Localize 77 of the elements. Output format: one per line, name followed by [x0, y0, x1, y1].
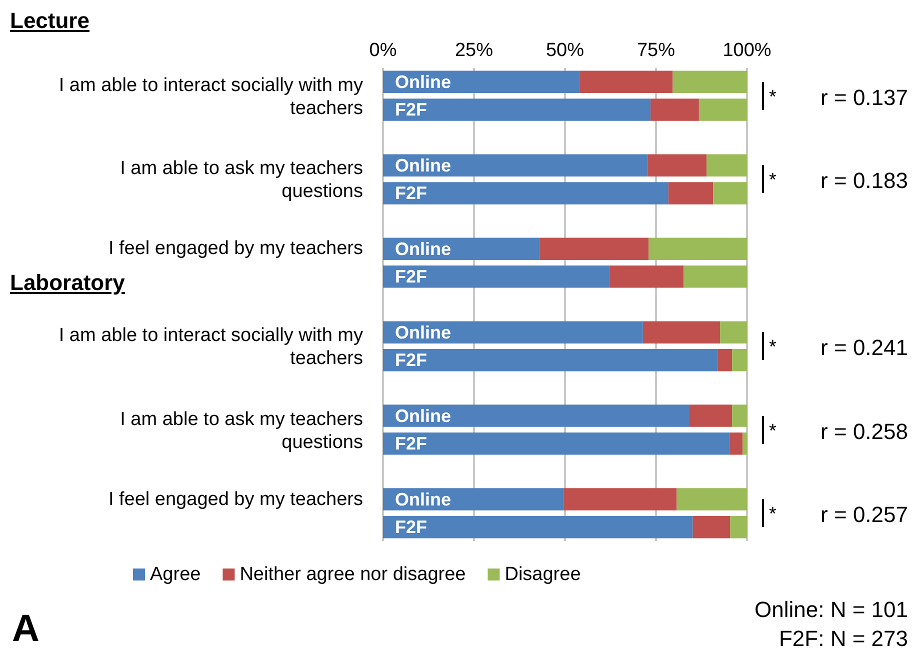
text: * [769, 420, 776, 443]
bar [383, 182, 668, 204]
bar [383, 321, 643, 344]
bar [717, 349, 732, 372]
bar [684, 266, 747, 288]
y-tick-label: F2F [395, 434, 428, 454]
text: I am able to interact socially with my teachers [58, 74, 363, 120]
text: r = 0.183 [820, 168, 908, 194]
bar [383, 154, 648, 177]
text: I am able to interact socially with my teachers [58, 324, 363, 370]
bar [650, 98, 699, 121]
text: A [12, 608, 40, 650]
bar [672, 70, 747, 94]
legend-label: Disagree [504, 564, 581, 585]
legend-label: Agree [150, 564, 201, 585]
bar [648, 238, 747, 260]
y-tick-label: Online [395, 72, 452, 92]
x-tick-label: 0% [369, 40, 397, 61]
x-tick-label: 75% [636, 40, 676, 61]
bar [668, 182, 714, 204]
bar [732, 349, 747, 372]
text: * [769, 169, 776, 192]
y-tick-label: F2F [395, 183, 428, 204]
bar [609, 266, 684, 288]
text: I feel engaged by my teachers [107, 488, 363, 511]
bar [580, 70, 673, 94]
legend-label: Neither agree nor disagree [240, 564, 466, 585]
bar [713, 182, 747, 204]
text: r = 0.257 [820, 502, 908, 528]
bar [383, 266, 610, 288]
bar [383, 488, 564, 510]
y-tick-label: Online [395, 238, 452, 259]
x-tick-label: 50% [546, 40, 584, 61]
bar [676, 488, 747, 510]
bar [383, 432, 730, 455]
text: I am able to ask my teachers questions [119, 408, 363, 454]
bar [539, 238, 649, 260]
bar [642, 321, 720, 344]
bar [742, 432, 747, 455]
text: I am able to ask my teachers questions [119, 157, 363, 204]
y-tick-label: F2F [395, 517, 428, 538]
text: F2F: N = 273 [778, 626, 908, 651]
bar [383, 98, 651, 121]
bar [732, 404, 747, 427]
x-tick-label: 25% [454, 40, 494, 61]
y-tick-label: Online [395, 155, 452, 176]
y-tick-label: F2F [395, 266, 428, 287]
text: * [769, 86, 776, 109]
x-tick-label: 100% [722, 40, 772, 61]
text: Online: N = 101 [754, 597, 908, 622]
text: r = 0.137 [820, 84, 908, 110]
text: Laboratory [10, 270, 125, 295]
bar [563, 488, 677, 510]
text: r = 0.241 [820, 335, 908, 360]
y-tick-label: Online [395, 406, 452, 426]
bar [648, 154, 707, 177]
text: * [769, 503, 776, 526]
bar [720, 321, 747, 344]
bar [692, 516, 730, 538]
bar [383, 404, 690, 427]
bar [730, 516, 747, 538]
y-tick-label: Online [395, 489, 452, 510]
y-tick-label: F2F [395, 350, 428, 370]
bar [383, 516, 693, 538]
y-tick-label: Online [395, 322, 452, 342]
text: I feel engaged by my teachers [107, 237, 363, 260]
text: r = 0.258 [820, 418, 908, 444]
bar [698, 98, 747, 121]
bar [729, 432, 743, 455]
bar [689, 404, 732, 427]
y-tick-label: F2F [395, 100, 428, 120]
bar [383, 349, 718, 372]
bar [383, 238, 540, 260]
bar [706, 154, 747, 177]
bar [383, 70, 580, 94]
text: * [769, 336, 776, 360]
text: Lecture [10, 8, 90, 33]
